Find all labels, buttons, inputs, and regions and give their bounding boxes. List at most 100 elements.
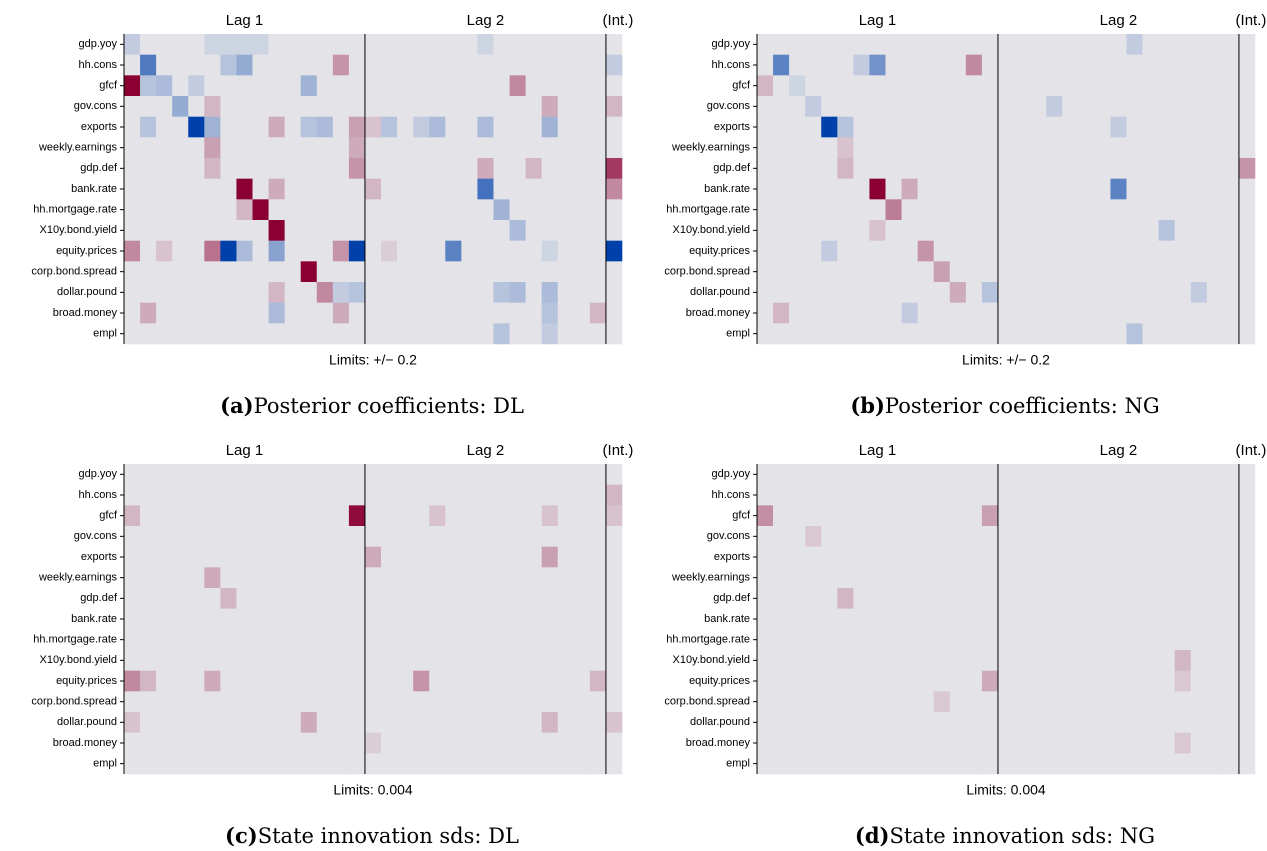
heat-cell: [949, 158, 967, 179]
heat-cell: [284, 712, 302, 733]
heat-cell: [429, 240, 446, 262]
heat-cell: [757, 54, 774, 76]
column-group-label: Lag 1: [859, 12, 897, 29]
heat-cell: [933, 240, 951, 262]
heat-cell: [477, 137, 494, 159]
heat-cell: [188, 178, 205, 200]
heat-cell: [1046, 199, 1063, 221]
heat-cell: [1206, 464, 1224, 485]
heat-cell: [1110, 712, 1127, 733]
heat-cell: [1046, 588, 1063, 609]
heat-cell: [188, 608, 205, 630]
heat-cell: [477, 96, 494, 117]
heat-cell: [252, 75, 269, 97]
heat-cell: [1014, 484, 1031, 506]
heat-cell: [493, 629, 510, 651]
heat-cell: [965, 484, 983, 506]
heat-cell: [1190, 282, 1208, 303]
heat-cell: [348, 629, 366, 651]
heat-cell: [1222, 240, 1240, 262]
heat-cell: [1142, 34, 1159, 55]
heat-cell: [1142, 261, 1159, 283]
heat-cell: [997, 178, 1015, 200]
heat-cell: [1094, 505, 1111, 527]
row-label: gdp.yoy: [711, 38, 750, 50]
heat-cell: [204, 464, 221, 485]
heat-cell: [1030, 484, 1047, 506]
heat-cell: [773, 526, 790, 547]
heat-cell: [509, 199, 526, 221]
heat-cell: [1222, 34, 1240, 55]
heat-cell: [429, 732, 446, 754]
caption-text: Posterior coefficients: NG: [885, 394, 1160, 418]
heat-cell: [124, 158, 141, 179]
heat-cell: [541, 261, 559, 283]
heat-cell: [589, 546, 607, 568]
row-label: broad.money: [53, 307, 118, 319]
row-label: exports: [714, 121, 751, 133]
heat-cell: [837, 484, 854, 506]
heat-cell: [477, 712, 494, 733]
heat-cell: [1206, 484, 1224, 506]
heat-cell: [869, 199, 886, 221]
heat-cell: [1094, 54, 1111, 76]
heat-cell: [445, 670, 462, 692]
heat-cell: [805, 199, 822, 221]
heat-cell: [172, 546, 189, 568]
row-label: weekly.earnings: [38, 142, 118, 154]
heat-cell: [284, 116, 302, 138]
heat-cell: [316, 526, 334, 547]
heat-cell: [917, 75, 935, 97]
heat-cell: [1222, 323, 1240, 345]
panel: gdp.yoyhh.consgfcfgov.consexportsweekly.…: [664, 12, 1266, 418]
heat-cell: [268, 505, 285, 527]
row-label: equity.prices: [56, 675, 117, 687]
heat-cell: [284, 34, 302, 55]
heat-cell: [773, 567, 790, 589]
heat-cell: [1222, 650, 1240, 671]
heat-cell: [477, 323, 494, 345]
heat-cell: [1206, 526, 1224, 547]
heat-cell: [541, 567, 559, 589]
heat-cell: [332, 608, 350, 630]
heat-cell: [332, 588, 350, 609]
heat-cell: [461, 178, 478, 200]
heat-cell: [461, 588, 478, 609]
heat-cell: [1126, 712, 1143, 733]
heat-cell: [917, 240, 935, 262]
heat-cell: [461, 484, 478, 506]
heat-cell: [853, 34, 870, 55]
heat-cell: [805, 567, 822, 589]
heat-cell: [188, 691, 205, 713]
heat-cell: [541, 137, 559, 159]
heat-cell: [252, 137, 269, 159]
heat-cell: [525, 484, 542, 506]
heat-cell: [316, 567, 334, 589]
heat-cell: [885, 670, 902, 692]
heat-cell: [397, 220, 414, 241]
heat-cell: [509, 282, 526, 303]
heat-cell: [525, 753, 542, 775]
heat-cell: [429, 712, 446, 733]
heat-cell: [124, 464, 141, 485]
heat-cell: [1030, 116, 1047, 138]
heat-cell: [220, 178, 237, 200]
heat-cell: [1062, 505, 1079, 527]
heat-cell: [773, 629, 790, 651]
heat-cell: [757, 261, 774, 283]
heat-cell: [933, 588, 951, 609]
heat-cell: [997, 712, 1015, 733]
heat-cell: [1030, 505, 1047, 527]
heat-cell: [933, 732, 951, 754]
heat-cell: [493, 588, 510, 609]
heat-cell: [1158, 261, 1175, 283]
heat-cell: [1014, 199, 1031, 221]
heat-cell: [477, 588, 494, 609]
heat-cell: [1062, 240, 1079, 262]
heat-cell: [589, 220, 607, 241]
heat-cell: [1142, 116, 1159, 138]
heat-cell: [156, 691, 173, 713]
heat-cell: [236, 505, 253, 527]
heat-cell: [933, 137, 951, 159]
heat-cell: [773, 137, 790, 159]
